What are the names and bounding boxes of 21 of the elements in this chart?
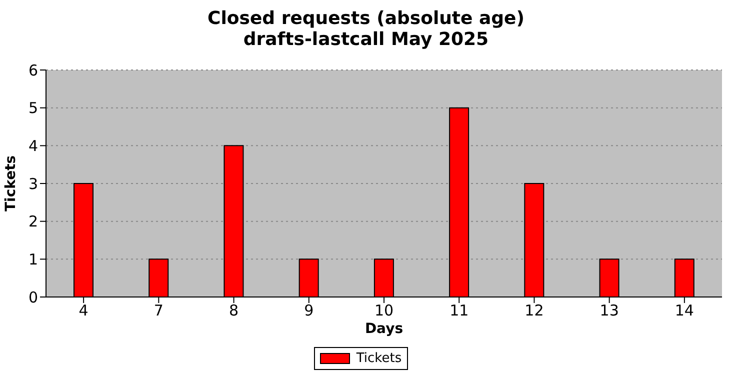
chart-title: Closed requests (absolute age) — [206, 8, 526, 29]
chart-subtitle: drafts-lastcall May 2025 — [242, 29, 490, 50]
legend-label: Tickets — [356, 351, 402, 366]
y-tick-label: 4 — [28, 136, 38, 155]
x-tick-label: 13 — [600, 302, 619, 320]
x-tick-label: 7 — [154, 302, 164, 320]
x-tick-label: 9 — [304, 302, 314, 320]
x-tick-label: 12 — [524, 302, 544, 320]
x-tick-label: 4 — [78, 302, 88, 320]
y-tick-label: 5 — [28, 99, 38, 118]
y-tick-label: 2 — [28, 212, 38, 231]
y-tick-label: 1 — [28, 250, 38, 268]
x-tick-label: 14 — [674, 302, 694, 320]
x-tick-label: 11 — [450, 302, 469, 320]
y-axis-title: Tickets — [2, 155, 19, 212]
x-axis-title: Days — [364, 321, 404, 337]
x-tick-label: 8 — [229, 302, 239, 320]
y-tick-label: 6 — [28, 61, 38, 80]
x-tick-label: 10 — [374, 302, 394, 320]
y-tick-label: 3 — [28, 174, 38, 193]
y-tick-label: 0 — [28, 288, 38, 306]
